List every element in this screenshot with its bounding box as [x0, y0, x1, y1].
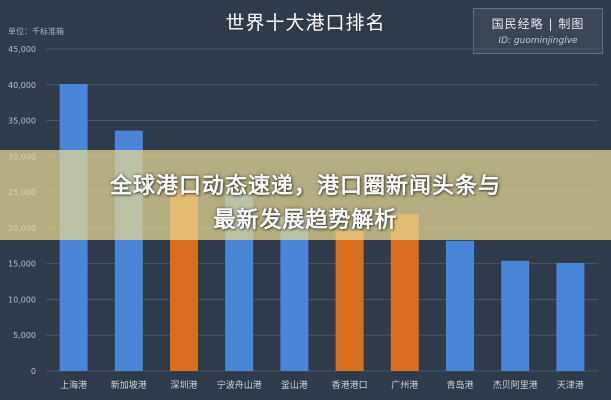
x-tick-label: 天津港: [557, 379, 584, 391]
x-tick-label: 杰贝阿里港: [493, 379, 538, 391]
unit-label: 单位：千标准箱: [8, 27, 64, 36]
y-tick-label: 5,000: [13, 331, 36, 340]
y-tick-label: 10,000: [8, 295, 36, 304]
headline-line-2: 最新发展趋势解析: [213, 208, 398, 233]
author-badge: 国民经略 | 制图 ID: guominjinglve: [473, 8, 603, 54]
y-tick-label: 35,000: [8, 117, 36, 126]
x-tick-label: 新加坡港: [111, 379, 147, 391]
bar: [501, 260, 530, 371]
badge-name: 国民经略 | 制图: [491, 17, 585, 31]
headline-line-1: 全球港口动态速递，港口圈新闻头条与: [109, 174, 501, 199]
x-tick-label: 深圳港: [170, 379, 197, 391]
x-tick-label: 广州港: [391, 379, 418, 391]
x-tick-label: 青岛港: [446, 379, 473, 391]
y-tick-label: 0: [31, 367, 36, 376]
bar: [335, 230, 364, 371]
y-tick-label: 45,000: [8, 45, 36, 54]
x-tick-label: 釜山港: [281, 379, 308, 391]
badge-id: ID: guominjinglve: [498, 36, 578, 46]
y-tick-label: 15,000: [8, 260, 36, 269]
chart-title: 世界十大港口排名: [225, 12, 386, 34]
headline-banner: 全球港口动态速递，港口圈新闻头条与 最新发展趋势解析: [0, 150, 611, 240]
bar: [446, 240, 474, 371]
bar: [280, 216, 309, 371]
x-tick-label: 上海港: [60, 379, 87, 391]
y-tick-label: 40,000: [8, 81, 36, 90]
bar: [390, 214, 419, 371]
x-tick-label: 香港港口: [332, 379, 368, 391]
bar: [556, 262, 585, 371]
x-tick-label: 宁波舟山港: [217, 379, 262, 391]
